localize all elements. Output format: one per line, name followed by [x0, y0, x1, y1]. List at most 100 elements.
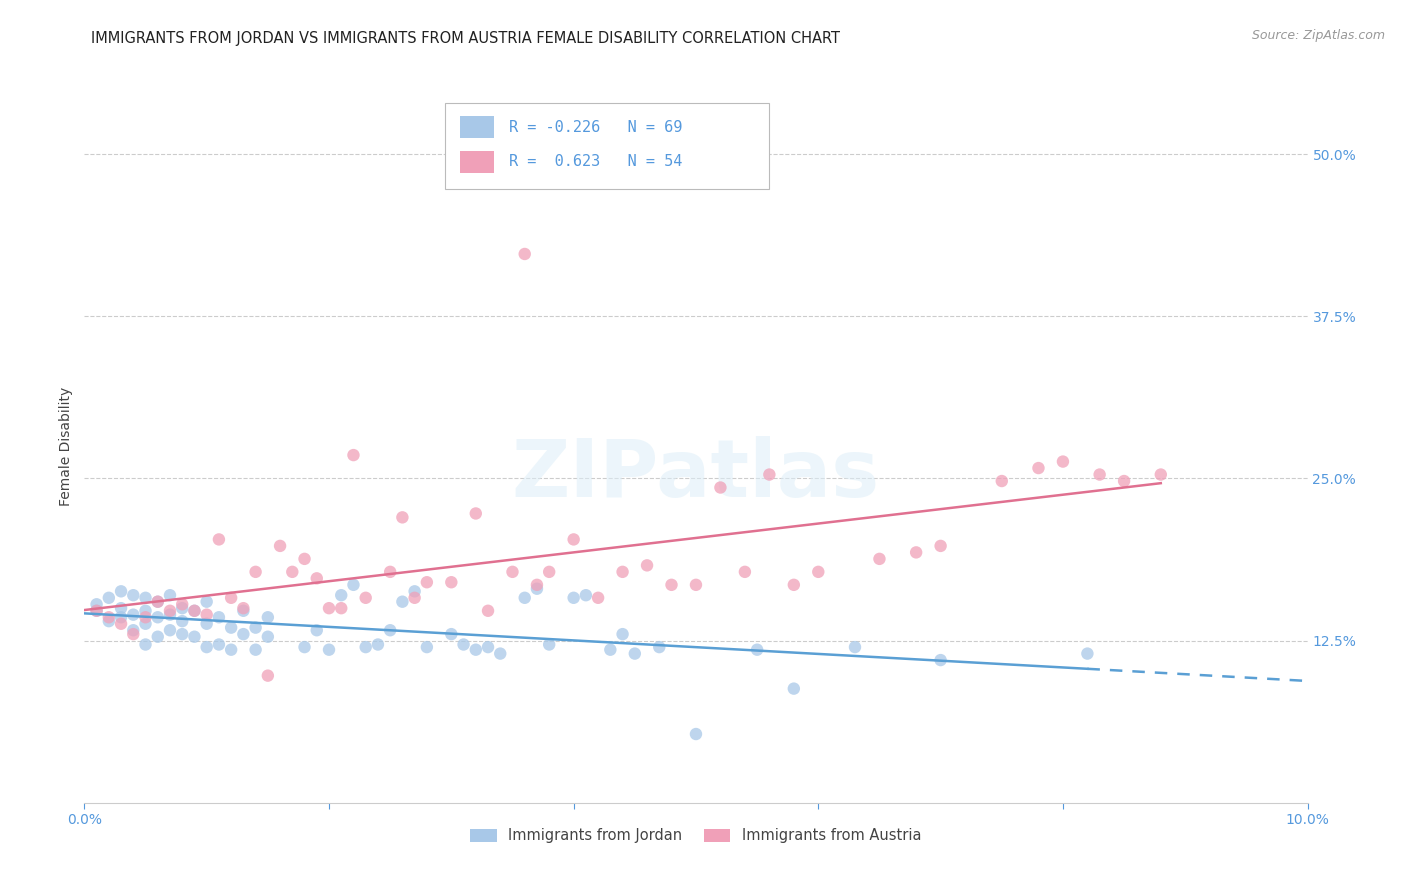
- Point: [183, 604, 205, 618]
- Point: [661, 578, 683, 592]
- Point: [404, 591, 426, 605]
- Point: [464, 642, 486, 657]
- Point: [991, 474, 1014, 488]
- Point: [183, 630, 205, 644]
- Point: [929, 653, 952, 667]
- Point: [367, 638, 389, 652]
- Point: [195, 595, 218, 609]
- Point: [159, 624, 181, 638]
- Point: [110, 584, 132, 599]
- Text: ZIPatlas: ZIPatlas: [512, 435, 880, 514]
- FancyBboxPatch shape: [460, 152, 494, 173]
- Point: [146, 630, 169, 644]
- Point: [122, 627, 145, 641]
- Point: [905, 545, 928, 559]
- Point: [685, 578, 707, 592]
- Point: [159, 607, 181, 622]
- Point: [612, 627, 634, 641]
- Point: [208, 533, 231, 547]
- Point: [172, 614, 194, 628]
- Point: [159, 588, 181, 602]
- Point: [330, 588, 353, 602]
- Y-axis label: Female Disability: Female Disability: [59, 386, 73, 506]
- Point: [135, 638, 157, 652]
- Text: R = -0.226   N = 69: R = -0.226 N = 69: [509, 120, 682, 135]
- Point: [208, 638, 231, 652]
- Point: [404, 584, 426, 599]
- Point: [1076, 647, 1098, 661]
- Point: [86, 597, 108, 611]
- Point: [562, 591, 585, 605]
- Point: [489, 647, 512, 661]
- Point: [269, 539, 291, 553]
- Point: [195, 607, 218, 622]
- Point: [453, 638, 475, 652]
- Point: [146, 610, 169, 624]
- Point: [929, 539, 952, 553]
- Point: [172, 601, 194, 615]
- Point: [502, 565, 524, 579]
- Point: [245, 642, 267, 657]
- Point: [526, 578, 548, 592]
- Point: [122, 588, 145, 602]
- Point: [219, 621, 242, 635]
- Point: [97, 591, 120, 605]
- Point: [526, 582, 548, 596]
- Point: [330, 601, 353, 615]
- Point: [110, 616, 132, 631]
- Point: [232, 601, 254, 615]
- Point: [562, 533, 585, 547]
- Point: [208, 610, 231, 624]
- Point: [294, 640, 316, 654]
- Point: [380, 565, 402, 579]
- Point: [245, 621, 267, 635]
- Point: [318, 642, 340, 657]
- Point: [257, 630, 280, 644]
- Point: [97, 610, 120, 624]
- Point: [97, 614, 120, 628]
- Point: [1114, 474, 1136, 488]
- Point: [318, 601, 340, 615]
- Point: [232, 627, 254, 641]
- Point: [172, 627, 194, 641]
- Point: [636, 558, 658, 573]
- Point: [305, 571, 328, 585]
- Point: [391, 510, 413, 524]
- Point: [146, 595, 169, 609]
- Point: [257, 610, 280, 624]
- Point: [257, 668, 280, 682]
- Point: [624, 647, 647, 661]
- Point: [354, 591, 377, 605]
- Point: [869, 552, 891, 566]
- Point: [110, 601, 132, 615]
- Point: [391, 595, 413, 609]
- Point: [122, 624, 145, 638]
- Point: [440, 575, 463, 590]
- Text: IMMIGRANTS FROM JORDAN VS IMMIGRANTS FROM AUSTRIA FEMALE DISABILITY CORRELATION : IMMIGRANTS FROM JORDAN VS IMMIGRANTS FRO…: [91, 31, 841, 46]
- Point: [342, 578, 364, 592]
- Point: [86, 604, 108, 618]
- Point: [86, 604, 108, 618]
- Text: R =  0.623   N = 54: R = 0.623 N = 54: [509, 154, 682, 169]
- Point: [135, 616, 157, 631]
- FancyBboxPatch shape: [460, 116, 494, 137]
- Point: [245, 565, 267, 579]
- Point: [464, 507, 486, 521]
- Point: [135, 591, 157, 605]
- Point: [135, 610, 157, 624]
- Point: [294, 552, 316, 566]
- Point: [380, 624, 402, 638]
- Point: [305, 624, 328, 638]
- Point: [513, 591, 536, 605]
- Point: [159, 604, 181, 618]
- Point: [146, 595, 169, 609]
- Point: [538, 565, 561, 579]
- Point: [440, 627, 463, 641]
- Point: [477, 604, 499, 618]
- Point: [513, 247, 536, 261]
- Point: [612, 565, 634, 579]
- Point: [195, 616, 218, 631]
- Legend: Immigrants from Jordan, Immigrants from Austria: Immigrants from Jordan, Immigrants from …: [464, 822, 928, 849]
- FancyBboxPatch shape: [446, 103, 769, 189]
- Point: [416, 575, 439, 590]
